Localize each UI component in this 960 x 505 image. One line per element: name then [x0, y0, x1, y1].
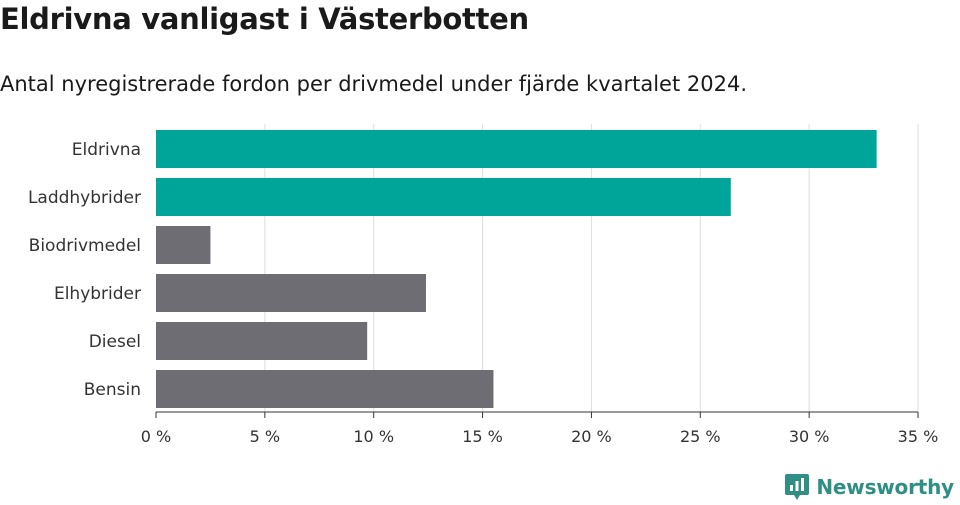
bar-eldrivna: [156, 130, 877, 168]
category-label: Laddhybrider: [28, 188, 141, 208]
category-label: Eldrivna: [72, 140, 141, 160]
x-tick-label: 30 %: [789, 427, 830, 446]
bars: [156, 130, 877, 408]
bar-bensin: [156, 370, 494, 408]
category-label: Bensin: [84, 380, 141, 400]
grid-lines: [264, 124, 919, 412]
bar-laddhybrider: [156, 178, 731, 216]
x-tick-label: 15 %: [462, 427, 503, 446]
brand-name: Newsworthy: [816, 475, 954, 499]
brand-logo: Newsworthy: [784, 473, 954, 501]
x-tick-label: 20 %: [571, 427, 612, 446]
bar-diesel: [156, 322, 368, 360]
x-tick-label: 5 %: [250, 427, 280, 446]
x-tick-label: 0 %: [141, 427, 171, 446]
bar-biodrivmedel: [156, 226, 211, 264]
chart-title: Eldrivna vanligast i Västerbotten: [0, 2, 529, 36]
chart-subtitle: Antal nyregistrerade fordon per drivmede…: [0, 72, 748, 96]
x-axis: 0 % 5 % 10 % 15 % 20 % 25 % 30 % 35 %: [141, 411, 939, 446]
x-tick-label: 35 %: [898, 427, 939, 446]
bar-elhybrider: [156, 274, 426, 312]
category-label: Elhybrider: [54, 284, 141, 304]
category-label: Diesel: [89, 332, 141, 352]
category-labels: Eldrivna Laddhybrider Biodrivmedel Elhybrid…: [28, 140, 141, 400]
x-tick-label: 25 %: [680, 427, 721, 446]
x-tick-label: 10 %: [353, 427, 394, 446]
category-label: Biodrivmedel: [29, 236, 141, 256]
newsworthy-logo-icon: [785, 474, 810, 500]
